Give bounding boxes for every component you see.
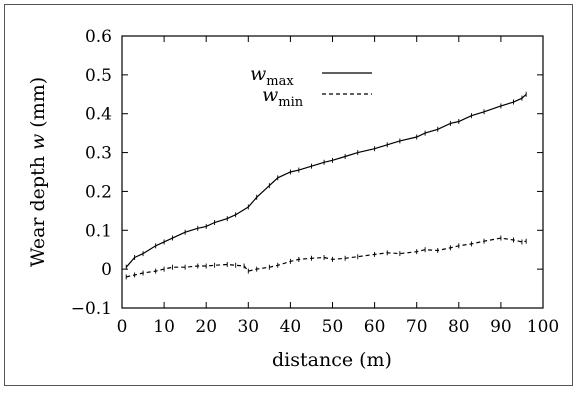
y-tick-label: 0.6 bbox=[85, 27, 112, 47]
series-lines bbox=[125, 91, 527, 280]
legend-label-wmax: wmax bbox=[250, 63, 294, 89]
y-axis-title-main: Wear depth bbox=[27, 150, 49, 267]
y-tick-label: 0.5 bbox=[85, 66, 112, 86]
x-tick-label: 50 bbox=[322, 317, 344, 337]
y-tick-label: 0 bbox=[101, 260, 112, 280]
x-tick-label: 0 bbox=[117, 317, 128, 337]
figure-frame bbox=[4, 4, 573, 386]
series-line-wmax bbox=[125, 93, 527, 268]
y-tick-label: 0.3 bbox=[85, 144, 112, 164]
y-axis-title-var: w bbox=[27, 134, 49, 150]
x-axis-ticks: 0 10 20 30 40 50 60 70 80 90 100 bbox=[117, 36, 559, 337]
x-tick-label: 20 bbox=[195, 317, 217, 337]
x-tick-label: 40 bbox=[280, 317, 302, 337]
x-axis-title: distance (m) bbox=[272, 349, 392, 371]
legend-label-wmin: wmin bbox=[262, 84, 304, 110]
y-tick-label: 0.2 bbox=[85, 182, 112, 202]
x-tick-label: 30 bbox=[237, 317, 259, 337]
x-tick-label: 80 bbox=[448, 317, 470, 337]
y-tick-label: 0.1 bbox=[85, 221, 112, 241]
series-line-wmin bbox=[126, 237, 527, 278]
x-tick-label: 10 bbox=[153, 317, 175, 337]
y-tick-label: 0.4 bbox=[85, 105, 112, 125]
x-tick-label: 70 bbox=[406, 317, 428, 337]
x-tick-label: 90 bbox=[490, 317, 512, 337]
x-tick-label: 60 bbox=[364, 317, 386, 337]
y-axis-ticks: −0.1 0 0.1 0.2 0.3 0.4 0.5 0.6 bbox=[71, 27, 543, 319]
y-axis-title-unit: (mm) bbox=[27, 77, 49, 134]
x-tick-label: 100 bbox=[527, 317, 559, 337]
y-axis-title: Wear depth w (mm) bbox=[27, 77, 49, 267]
legend: wmax wmin bbox=[250, 63, 372, 110]
y-tick-label: −0.1 bbox=[71, 299, 112, 319]
